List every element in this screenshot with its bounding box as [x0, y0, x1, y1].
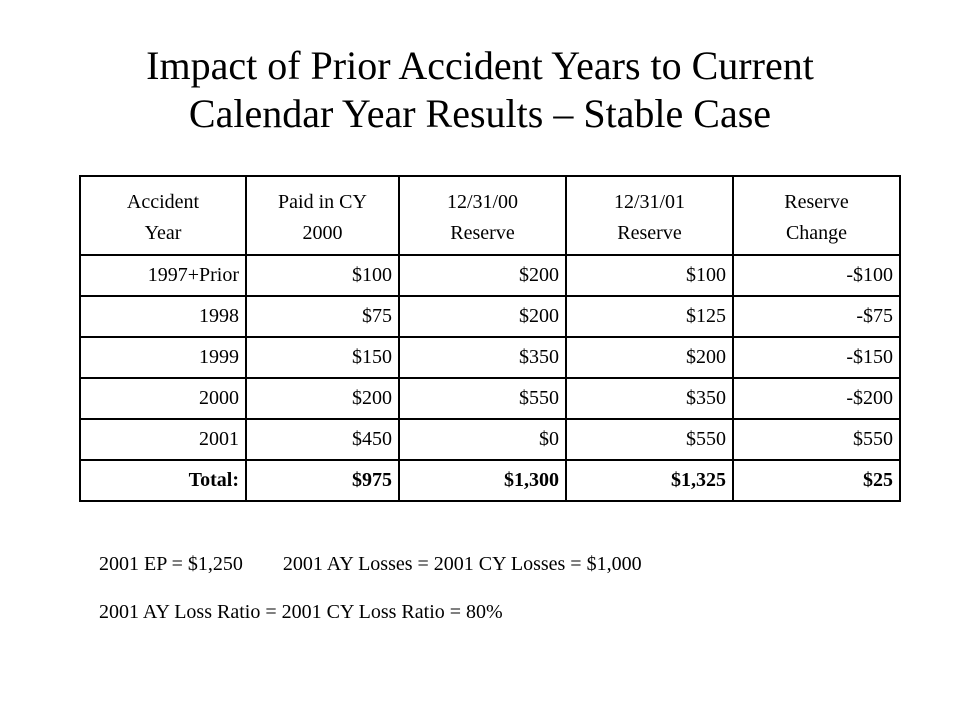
table-cell: $550 [732, 418, 901, 461]
table-cell: $350 [565, 377, 734, 420]
table-cell: $350 [398, 336, 567, 379]
table-row: 2000 $200 $550 $350 -$200 [79, 377, 901, 420]
slide-title: Impact of Prior Accident Years to Curren… [60, 42, 900, 138]
reserve-table: Accident Year Paid in CY 2000 12/31/00 R… [79, 175, 901, 502]
table-cell: -$200 [732, 377, 901, 420]
header-accident-year: Accident Year [79, 175, 247, 256]
table-cell: $200 [565, 336, 734, 379]
title-line-2: Calendar Year Results – Stable Case [188, 91, 772, 136]
table-cell: $100 [245, 254, 400, 297]
table-row: 2001 $450 $0 $550 $550 [79, 418, 901, 461]
table-row: 1997+Prior $100 $200 $100 -$100 [79, 254, 901, 297]
table-cell: $0 [398, 418, 567, 461]
header-paid-in-cy: Paid in CY 2000 [245, 175, 400, 256]
title-line-1: Impact of Prior Accident Years to Curren… [146, 43, 814, 88]
table-cell: $450 [245, 418, 400, 461]
table-cell: 1997+Prior [79, 254, 247, 297]
total-label: Total: [79, 459, 247, 502]
total-reserve-change: $25 [732, 459, 901, 502]
ep-losses-note: 2001 EP = $1,250 2001 AY Losses = 2001 C… [99, 553, 642, 575]
table-cell: $200 [245, 377, 400, 420]
table-cell: $75 [245, 295, 400, 338]
table-cell: $550 [565, 418, 734, 461]
table-cell: -$100 [732, 254, 901, 297]
table-cell: $200 [398, 295, 567, 338]
loss-ratio-note: 2001 AY Loss Ratio = 2001 CY Loss Ratio … [99, 601, 503, 623]
table-cell: $125 [565, 295, 734, 338]
table-row: 1998 $75 $200 $125 -$75 [79, 295, 901, 338]
table-header-row: Accident Year Paid in CY 2000 12/31/00 R… [79, 175, 901, 256]
total-row: Total: $975 $1,300 $1,325 $25 [79, 459, 901, 502]
table-row: 1999 $150 $350 $200 -$150 [79, 336, 901, 379]
table-cell: 1999 [79, 336, 247, 379]
total-reserve-2001: $1,325 [565, 459, 734, 502]
table-cell: $100 [565, 254, 734, 297]
table-cell: $150 [245, 336, 400, 379]
table-cell: 2000 [79, 377, 247, 420]
table-cell: 2001 [79, 418, 247, 461]
table-cell: $200 [398, 254, 567, 297]
header-reserve-change: Reserve Change [732, 175, 901, 256]
total-reserve-2000: $1,300 [398, 459, 567, 502]
table-cell: $550 [398, 377, 567, 420]
total-paid: $975 [245, 459, 400, 502]
table-cell: -$150 [732, 336, 901, 379]
table-cell: -$75 [732, 295, 901, 338]
header-reserve-2001: 12/31/01 Reserve [565, 175, 734, 256]
table-cell: 1998 [79, 295, 247, 338]
header-reserve-2000: 12/31/00 Reserve [398, 175, 567, 256]
